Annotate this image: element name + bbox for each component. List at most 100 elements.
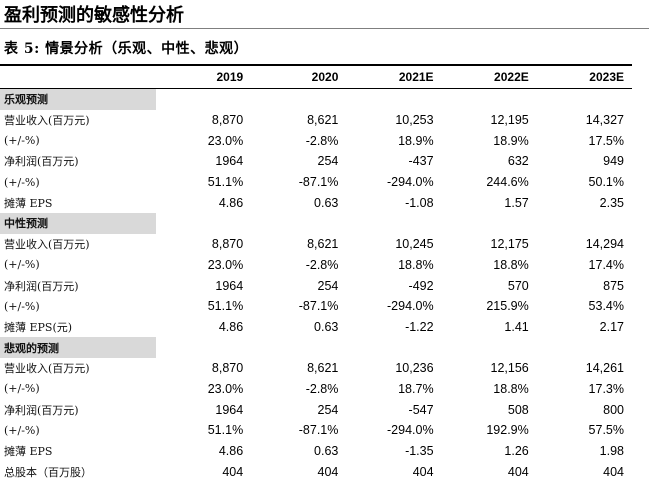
row-label: 总股本（百万股） [0,461,156,482]
table-cell: 800 [537,399,632,420]
table-cell: 632 [442,151,537,172]
table-cell: 14,327 [537,110,632,131]
table-cell: 51.1% [156,296,251,317]
table-cell: 192.9% [442,420,537,441]
table-cell: 8,621 [251,234,346,255]
year-header: 2019 [156,66,251,89]
table-row: (+/-%)23.0%-2.8%18.8%18.8%17.4% [0,255,632,276]
row-label: 摊薄 EPS [0,441,156,462]
table-cell: 23.0% [156,130,251,151]
row-label: 净利润(百万元) [0,399,156,420]
table-cell: 0.63 [251,441,346,462]
table-cell: 10,253 [346,110,441,131]
year-header: 2023E [537,66,632,89]
section-heading: 盈利预测的敏感性分析 [0,3,649,29]
scenario-section-row: 中性预测 [0,213,632,234]
table-cell: 17.5% [537,130,632,151]
table-cell: 0.63 [251,192,346,213]
table-cell: 1.98 [537,441,632,462]
table-cell: -547 [346,399,441,420]
table-cell: 8,870 [156,358,251,379]
row-label: (+/-%) [0,379,156,400]
table-cell: 2.35 [537,192,632,213]
scenario-section-row: 乐观预测 [0,89,632,110]
table-cell: 12,156 [442,358,537,379]
table-cell: 12,175 [442,234,537,255]
table-cell: -87.1% [251,172,346,193]
table-cell: 8,621 [251,358,346,379]
table-cell [537,213,632,234]
table-cell [346,89,441,110]
scenario-section-row: 悲观的预测 [0,337,632,358]
table-cell: 1.57 [442,192,537,213]
table-cell [156,337,251,358]
table-cell: 215.9% [442,296,537,317]
table-cell: 14,261 [537,358,632,379]
table-cell: 404 [537,461,632,482]
table-cell: 4.86 [156,441,251,462]
table-caption-text: 表 5: 情景分析（乐观、中性、悲观） [4,41,248,57]
table-cell: 8,870 [156,110,251,131]
table-cell [156,89,251,110]
table-cell [346,337,441,358]
table-cell: 53.4% [537,296,632,317]
table-cell [537,89,632,110]
table-cell: 51.1% [156,420,251,441]
table-cell: -2.8% [251,255,346,276]
table-cell: -2.8% [251,379,346,400]
row-label: 营业收入(百万元) [0,358,156,379]
table-cell: 17.3% [537,379,632,400]
table-cell: 2.17 [537,317,632,338]
table-cell: 404 [156,461,251,482]
table-row: (+/-%)51.1%-87.1%-294.0%215.9%53.4% [0,296,632,317]
table-cell: 875 [537,275,632,296]
table-cell: 18.8% [346,255,441,276]
header-label-cell [0,66,156,89]
table-cell [442,213,537,234]
table-cell: -294.0% [346,172,441,193]
table-cell [251,337,346,358]
table-cell: 23.0% [156,379,251,400]
table-header-row: 2019 2020 2021E 2022E 2023E [0,66,632,89]
table-cell: 51.1% [156,172,251,193]
table-cell: 0.63 [251,317,346,338]
row-label: 营业收入(百万元) [0,110,156,131]
table-cell [156,213,251,234]
row-label: 营业收入(百万元) [0,234,156,255]
table-cell: 18.8% [442,255,537,276]
row-label: (+/-%) [0,255,156,276]
table-cell: 254 [251,275,346,296]
table-cell: 508 [442,399,537,420]
table-cell: 1964 [156,151,251,172]
year-header: 2021E [346,66,441,89]
table-cell: 1964 [156,275,251,296]
table-cell: -294.0% [346,296,441,317]
table-cell: 244.6% [442,172,537,193]
table-cell: 57.5% [537,420,632,441]
table-cell: 23.0% [156,255,251,276]
table-cell: -437 [346,151,441,172]
table-cell: 4.86 [156,192,251,213]
table-cell: 18.9% [442,130,537,151]
table-cell: 8,870 [156,234,251,255]
table-cell [442,89,537,110]
row-label: 净利润(百万元) [0,151,156,172]
table-row: (+/-%)51.1%-87.1%-294.0%192.9%57.5% [0,420,632,441]
table-cell: -2.8% [251,130,346,151]
scenario-title: 悲观的预测 [0,337,156,358]
table-cell [442,337,537,358]
row-label: (+/-%) [0,172,156,193]
table-cell: -1.22 [346,317,441,338]
row-label: (+/-%) [0,296,156,317]
table-cell: 17.4% [537,255,632,276]
table-cell: 404 [251,461,346,482]
scenario-title: 中性预测 [0,213,156,234]
